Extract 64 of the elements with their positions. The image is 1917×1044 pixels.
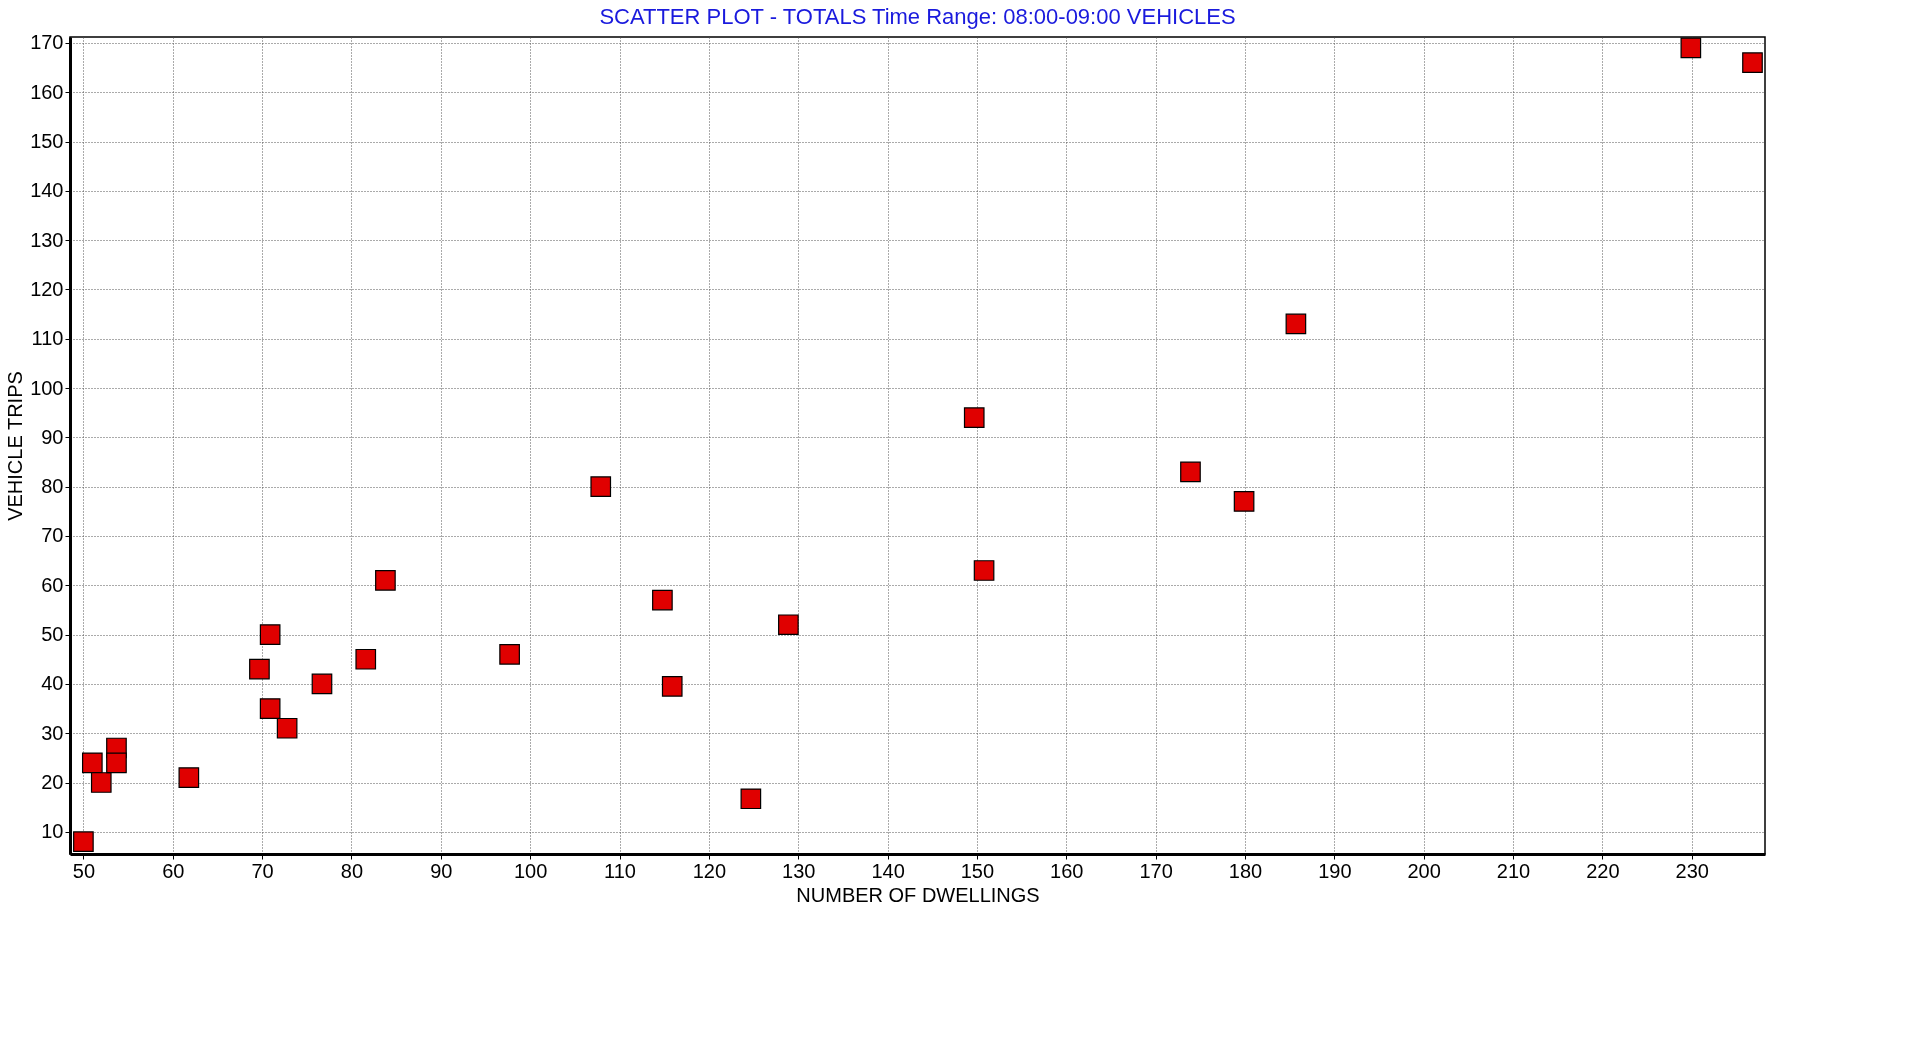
x-tick-label: 180 — [1228, 859, 1263, 882]
point — [778, 614, 799, 636]
point — [276, 717, 298, 739]
point — [1180, 461, 1201, 483]
point — [106, 752, 127, 774]
y-tick-label: 140 — [30, 179, 64, 202]
x-tick-label: 230 — [1675, 859, 1709, 882]
x-tick-label: 150 — [960, 859, 995, 882]
y-tick-label: 90 — [41, 425, 64, 448]
point — [1233, 491, 1255, 512]
y-tick-label: 120 — [30, 277, 64, 300]
y-tick-label: 40 — [41, 672, 64, 695]
x-tick-label: 160 — [1050, 859, 1084, 882]
y-tick-label: 80 — [41, 475, 64, 498]
point — [1742, 52, 1763, 73]
x-tick-label: 90 — [430, 859, 453, 882]
y-tick-label: 10 — [41, 820, 64, 843]
x-tick-label: 120 — [692, 859, 727, 882]
y-tick-label: 160 — [30, 80, 64, 103]
point — [178, 767, 200, 788]
x-tick-label: 140 — [871, 859, 905, 882]
point — [590, 476, 612, 498]
point — [249, 658, 270, 680]
x-tick-label: 220 — [1586, 859, 1620, 882]
y-tick-label: 110 — [31, 327, 64, 350]
x-tick-label: 100 — [513, 859, 548, 882]
point — [90, 772, 112, 793]
x-tick-label: 50 — [72, 859, 96, 882]
point — [1285, 313, 1307, 335]
y-tick-label: 100 — [30, 376, 64, 399]
x-tick-label: 170 — [1139, 859, 1173, 882]
point — [661, 676, 683, 697]
point — [355, 648, 377, 670]
point — [259, 624, 281, 645]
x-tick-label: 80 — [340, 859, 364, 882]
point — [375, 570, 396, 591]
y-tick-label: 130 — [30, 228, 64, 251]
point — [311, 673, 333, 695]
point — [652, 589, 673, 611]
point — [73, 831, 94, 853]
x-tick-label: 130 — [782, 859, 816, 882]
x-axis-title: NUMBER OF DWELLINGS — [796, 883, 1040, 906]
y-axis-title: VEHICLE TRIPS — [4, 371, 27, 521]
x-tick-label: 210 — [1496, 859, 1531, 882]
y-tick-label: 50 — [41, 623, 64, 646]
x-tick-label: 200 — [1407, 859, 1441, 882]
point — [499, 643, 520, 665]
y-tick-label: 170 — [30, 31, 64, 54]
x-tick-label: 110 — [604, 859, 636, 882]
point — [973, 560, 995, 581]
point — [963, 407, 985, 428]
chart-title: SCATTER PLOT - TOTALS Time Range: 08:00-09:00 VEHICLES — [599, 3, 1236, 29]
x-tick-label: 70 — [251, 859, 274, 882]
y-tick-label: 30 — [41, 721, 64, 744]
y-tick-label: 60 — [41, 573, 64, 596]
x-tick-label: 60 — [162, 859, 185, 882]
point — [259, 698, 281, 719]
x-tick-label: 190 — [1318, 859, 1352, 882]
y-tick-label: 150 — [30, 130, 64, 153]
y-tick-label: 20 — [41, 771, 64, 794]
y-tick-label: 70 — [41, 524, 64, 547]
point — [81, 752, 103, 774]
point — [740, 788, 762, 810]
point — [1680, 37, 1702, 59]
